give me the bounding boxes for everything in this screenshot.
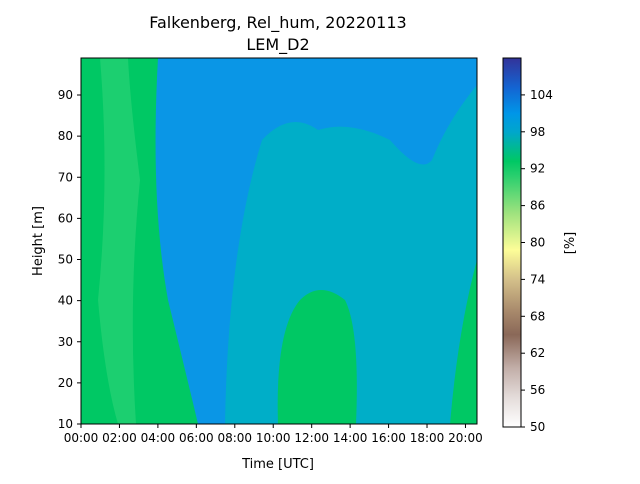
x-tick-label: 12:00	[294, 431, 329, 445]
colorbar-tick-label: 62	[530, 346, 545, 360]
colorbar-tick-label: 86	[530, 199, 545, 213]
y-tick-label: 90	[58, 88, 73, 102]
y-axis-ticks: 10 20 30 40 50 60 70 80 90	[58, 88, 81, 431]
y-tick-label: 80	[58, 129, 73, 143]
x-tick-label: 20:00	[448, 431, 483, 445]
x-axis-label: Time [UTC]	[241, 457, 314, 472]
humidity-green-late-region	[450, 260, 477, 424]
plot-area	[81, 58, 477, 424]
x-tick-label: 04:00	[141, 431, 176, 445]
y-tick-label: 40	[58, 294, 73, 308]
x-tick-label: 08:00	[217, 431, 252, 445]
y-axis-label: Height [m]	[31, 206, 46, 276]
y-tick-label: 10	[58, 417, 73, 431]
chart-subtitle: LEM_D2	[246, 35, 309, 55]
plot-frame	[80, 57, 478, 425]
colorbar-tick-label: 74	[530, 272, 545, 286]
colorbar-tick-label: 50	[530, 420, 545, 434]
x-tick-label: 00:00	[64, 431, 99, 445]
x-tick-label: 02:00	[102, 431, 137, 445]
colorbar-ticks: 50 56 62 68 74 80 86 92 98 104	[521, 88, 553, 434]
x-axis-ticks: 00:00 02:00 04:00 06:00 08:00 10:00 12:00 14:00…	[64, 424, 483, 445]
y-tick-label: 70	[58, 170, 73, 184]
humidity-green-midday-region	[277, 290, 357, 424]
colorbar-label: [%]	[563, 232, 578, 255]
chart-title: Falkenberg, Rel_hum, 20220113	[149, 13, 406, 33]
colorbar-tick-label: 92	[530, 162, 545, 176]
colorbar-tick-label: 104	[530, 88, 553, 102]
x-tick-label: 18:00	[410, 431, 445, 445]
y-tick-label: 20	[58, 376, 73, 390]
x-tick-label: 06:00	[179, 431, 214, 445]
colorbar-tick-label: 98	[530, 125, 545, 139]
humidity-light-green-band	[98, 58, 140, 424]
x-tick-label: 16:00	[371, 431, 406, 445]
colorbar-tick-label: 80	[530, 236, 545, 250]
x-tick-label: 10:00	[256, 431, 291, 445]
y-tick-label: 50	[58, 253, 73, 267]
colorbar-tick-label: 68	[530, 309, 545, 323]
humidity-blue-region	[150, 58, 477, 424]
colorbar	[502, 57, 522, 428]
colorbar-tick-label: 56	[530, 383, 545, 397]
y-tick-label: 60	[58, 211, 73, 225]
y-tick-label: 30	[58, 335, 73, 349]
x-tick-label: 14:00	[333, 431, 368, 445]
